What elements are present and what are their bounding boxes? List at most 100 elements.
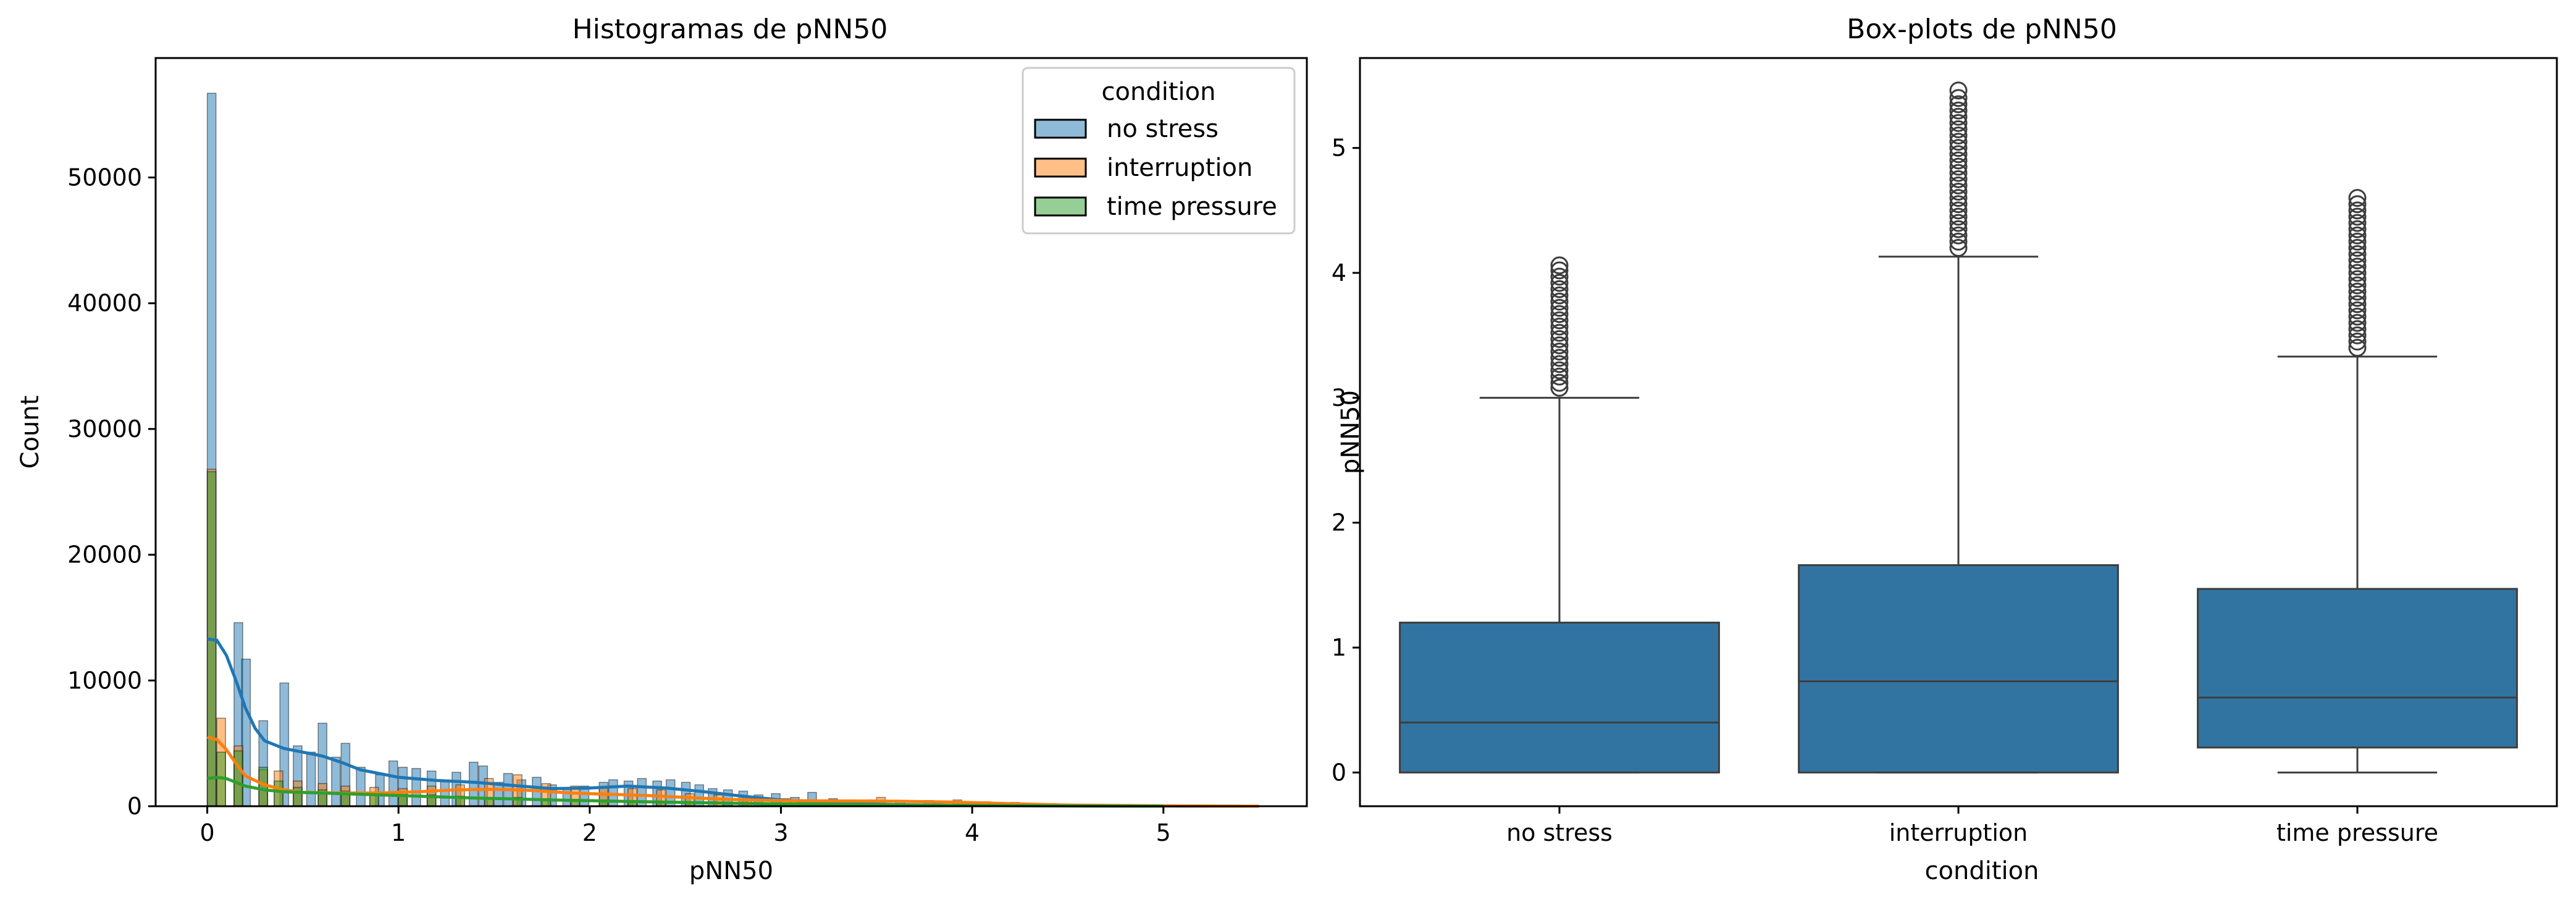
outlier-time-pressure [2348,189,2367,207]
outlier-interruption [1949,232,1968,251]
outlier-interruption [1949,239,1968,257]
legend-title: condition [1102,78,1216,106]
outlier-no-stress [1550,256,1569,275]
outlier-time-pressure [2348,257,2367,276]
outlier-interruption [1949,226,1968,244]
outlier-interruption [1949,214,1968,232]
outlier-time-pressure [2348,245,2367,264]
kde-curves [206,637,1259,808]
hist-bar-no-stress [440,779,450,807]
hist-bar-no-stress [306,751,316,807]
histogram-panel: Histogramas de pNN50 0 1 2 3 4 5 0 10000 20000 3… [16,14,1308,885]
outlier-no-stress [1550,342,1569,361]
y-tick-label: 3 [1332,384,1346,411]
outlier-interruption [1949,220,1968,238]
histogram-y-ticks: 0 10000 20000 30000 40000 50000 [67,164,156,820]
outlier-interruption [1949,183,1968,201]
outlier-time-pressure [2348,288,2367,307]
outlier-time-pressure [2348,264,2367,282]
outlier-no-stress [1550,305,1569,323]
hist-bar-no-stress [356,767,366,807]
y-tick-label: 4 [1332,259,1346,286]
outlier-no-stress [1550,286,1569,304]
outlier-no-stress [1550,336,1569,354]
outlier-no-stress [1550,293,1569,311]
x-tick-label: 5 [1156,819,1171,846]
outlier-time-pressure [2348,282,2367,301]
y-tick-label: 1 [1332,634,1346,661]
outlier-interruption [1949,201,1968,220]
box-no-stress [1399,622,1720,774]
histogram-title: Histogramas de pNN50 [573,14,888,45]
outlier-no-stress [1550,280,1569,298]
x-tick-label: 4 [965,819,980,846]
outlier-no-stress [1550,378,1569,397]
histogram-x-axis-label: pNN50 [689,857,773,885]
legend-box [1022,67,1296,235]
boxplot-y-axis-label: pNN50 [1336,390,1365,474]
outlier-interruption [1949,164,1968,182]
outlier-no-stress [1550,317,1569,336]
y-tick-label: 30000 [67,415,142,443]
outlier-time-pressure [2348,207,2367,226]
outlier-time-pressure [2348,301,2367,320]
outlier-time-pressure [2348,201,2367,220]
y-tick-label: 0 [1332,759,1346,786]
outlier-interruption [1949,81,1968,100]
outlier-no-stress [1550,311,1569,330]
y-tick-label: 40000 [67,290,142,317]
category-label: no stress [1506,819,1613,846]
boxplot-x-ticks: no stress interruption time pressure [1506,806,2438,846]
outlier-time-pressure [2348,307,2367,326]
y-tick-label: 50000 [67,164,142,191]
boxplot-title: Box-plots de pNN50 [1847,14,2117,45]
outlier-no-stress [1550,330,1569,348]
outlier-interruption [1949,95,1968,114]
outlier-time-pressure [2348,332,2367,351]
outlier-interruption [1949,133,1968,151]
legend-label-interruption: interruption [1107,154,1252,182]
histogram-plot-frame [154,57,1308,807]
outlier-interruption [1949,145,1968,164]
legend-swatch-no-stress [1034,119,1087,139]
y-tick-label: 2 [1332,509,1346,536]
outlier-interruption [1949,170,1968,188]
legend-swatch-interruption [1034,157,1087,178]
histogram-x-ticks: 0 1 2 3 4 5 [200,806,1171,846]
outlier-no-stress [1550,323,1569,342]
x-tick-label: 2 [582,819,597,846]
outlier-interruption [1949,101,1968,120]
x-tick-label: 1 [391,819,406,846]
outlier-time-pressure [2348,270,2367,288]
outlier-time-pressure [2348,326,2367,344]
y-tick-label: 0 [127,793,142,820]
outlier-time-pressure [2348,295,2367,314]
outlier-interruption [1949,107,1968,126]
histogram-y-axis-label: Count [16,396,44,469]
y-tick-label: 10000 [67,667,142,694]
outlier-interruption [1949,157,1968,176]
boxplot-panel: Box-plots de pNN50 no stress interruption… [1332,14,2558,885]
outlier-no-stress [1550,299,1569,317]
kde-line-interruption [206,735,1259,808]
legend-label-no-stress: no stress [1107,115,1219,143]
hist-bar-no-stress [411,768,421,807]
outlier-interruption [1949,207,1968,226]
outlier-interruption [1949,139,1968,157]
box-interruption [1798,564,2119,774]
outlier-interruption [1949,120,1968,138]
outlier-no-stress [1550,355,1569,373]
category-label: interruption [1889,819,2028,846]
outlier-interruption [1949,151,1968,170]
boxplot-x-axis-label: condition [1925,857,2039,885]
hist-bar-time-pressure [274,780,283,807]
outlier-no-stress [1550,349,1569,367]
legend-label-time-pressure: time pressure [1107,193,1277,221]
outlier-time-pressure [2348,226,2367,244]
outlier-interruption [1949,195,1968,214]
boxplot-elements [1399,81,2518,774]
hist-bar-no-stress [331,756,341,807]
boxplot-y-ticks: 0 1 2 3 4 5 [1332,135,1360,786]
y-tick-label: 20000 [67,541,142,569]
x-tick-label: 3 [773,819,788,846]
